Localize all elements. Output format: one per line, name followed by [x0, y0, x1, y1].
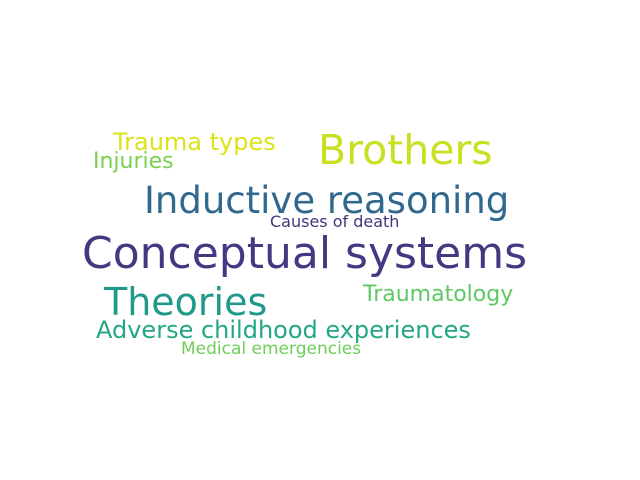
word-adverse-childhood-experiences: Adverse childhood experiences — [96, 316, 471, 344]
word-inductive-reasoning: Inductive reasoning — [144, 179, 510, 222]
word-medical-emergencies: Medical emergencies — [181, 339, 362, 359]
word-injuries: Injuries — [93, 149, 174, 174]
word-trauma-types: Trauma types — [113, 128, 276, 156]
word-causes-of-death: Causes of death — [270, 212, 400, 231]
word-conceptual-systems: Conceptual systems — [82, 228, 528, 279]
word-theories: Theories — [104, 280, 268, 324]
word-traumatology: Traumatology — [363, 282, 514, 307]
word-brothers: Brothers — [318, 126, 493, 174]
